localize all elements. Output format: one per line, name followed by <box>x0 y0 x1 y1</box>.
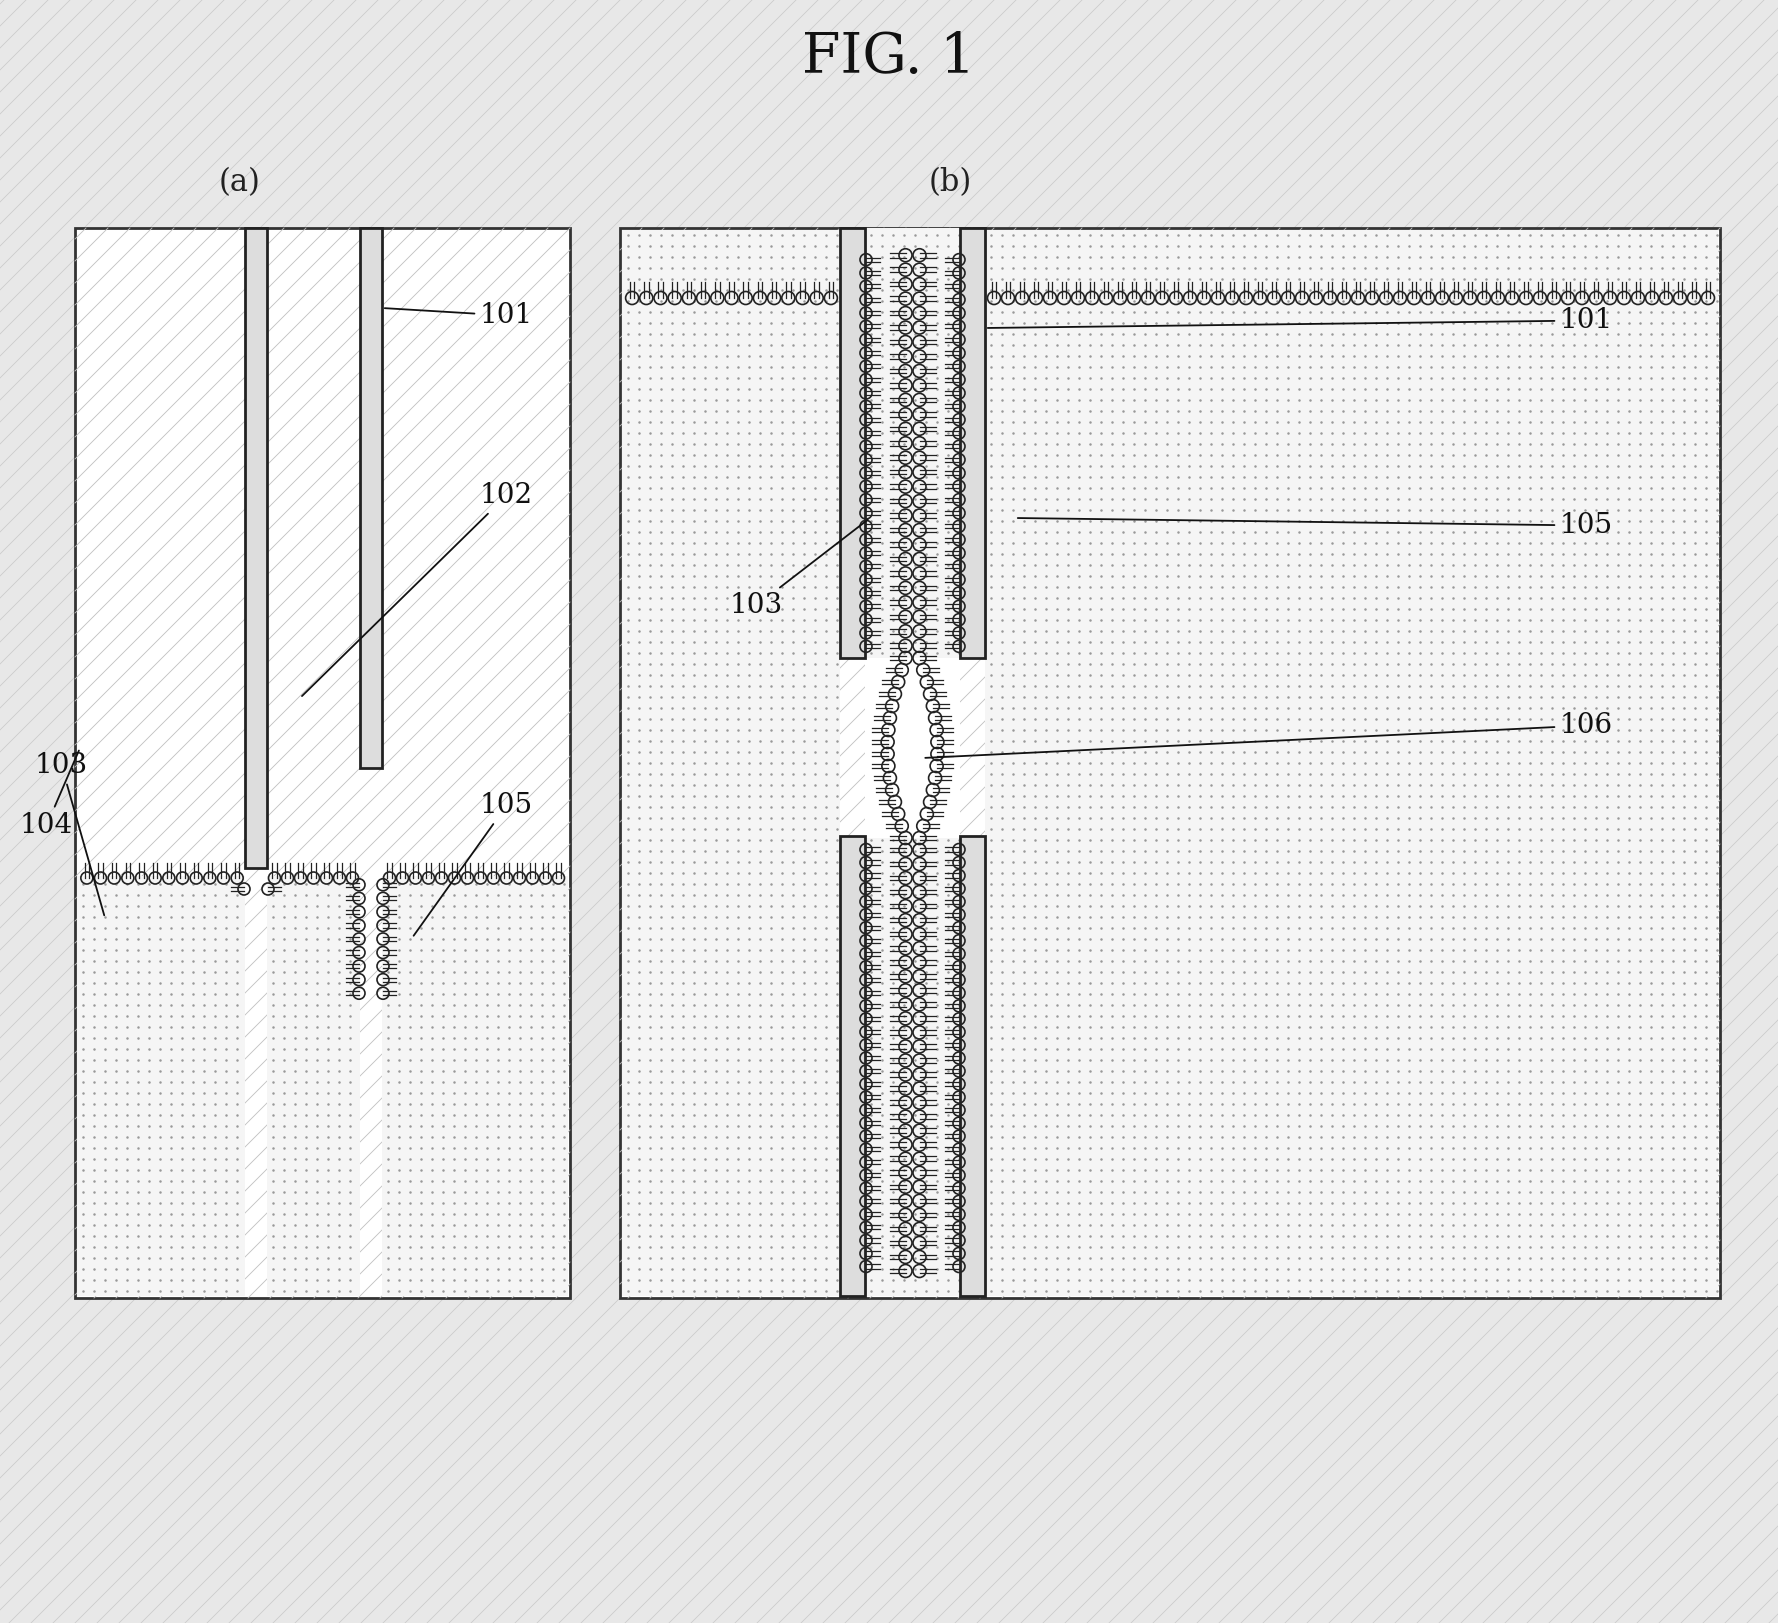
Text: 105: 105 <box>414 792 533 936</box>
Bar <box>245 227 267 868</box>
Bar <box>75 227 571 1298</box>
Text: FIG. 1: FIG. 1 <box>802 31 976 86</box>
Text: (b): (b) <box>928 167 971 198</box>
Bar <box>839 227 866 657</box>
Bar <box>866 227 960 657</box>
Text: 104: 104 <box>20 750 78 839</box>
Bar <box>839 836 866 1297</box>
Text: 101: 101 <box>384 302 533 329</box>
Text: 103: 103 <box>731 519 868 618</box>
Bar <box>866 657 960 837</box>
Text: 102: 102 <box>302 482 533 696</box>
Text: 101: 101 <box>989 307 1613 334</box>
Bar <box>960 227 985 657</box>
Text: 105: 105 <box>1017 511 1613 539</box>
Bar <box>382 876 567 1297</box>
Bar <box>985 230 1718 1297</box>
Bar <box>621 227 1719 1298</box>
Bar <box>960 836 985 1297</box>
Bar <box>359 227 382 768</box>
Bar <box>622 230 839 1297</box>
Text: 103: 103 <box>36 751 105 915</box>
Bar <box>267 876 359 1297</box>
Bar <box>866 836 960 1297</box>
Text: (a): (a) <box>219 167 261 198</box>
Bar <box>76 876 245 1297</box>
Text: 106: 106 <box>925 712 1613 758</box>
